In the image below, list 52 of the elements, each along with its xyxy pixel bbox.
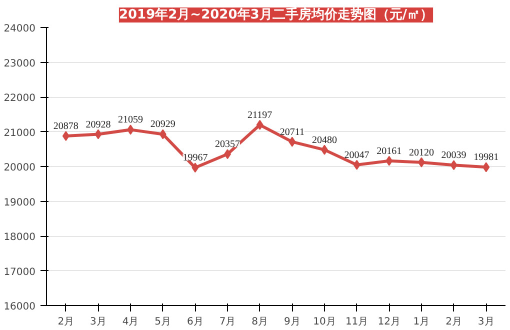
x-tick-label: 10月 [313,316,336,328]
point [418,157,425,168]
point [288,136,296,147]
x-tick-label: 2月 [58,316,74,328]
point [224,149,232,160]
point [320,144,328,155]
data-label: 20357 [215,139,240,150]
y-tick-label: 23000 [4,58,36,70]
x-tick-label: 8月 [252,316,268,328]
x-tick-label: 6月 [187,316,204,328]
point [450,160,458,170]
y-tick-label: 18000 [4,232,36,243]
y-tick-label: 21000 [4,128,36,139]
x-tick-label: 12月 [378,316,401,328]
point [94,129,102,140]
data-label: 20480 [312,134,337,146]
y-tick-label: 16000 [4,302,36,312]
x-tick-label: 4月 [122,316,139,328]
x-tick-label: 1月 [413,316,430,328]
x-tick-label: 3月 [478,316,494,328]
y-tick-label: 17000 [4,266,36,278]
point [192,162,199,173]
data-label: 19981 [474,152,499,164]
data-label: 21197 [248,110,272,121]
point [159,129,166,140]
y-tick-label: 24000 [4,24,36,34]
x-tick-label: 3月 [90,316,106,328]
y-tick-label: 22000 [4,93,36,104]
chart-title: 2019年2月~2020年3月二手房均价走势图（元/㎡） [118,6,434,22]
data-label: 20711 [280,126,304,138]
data-label: 20878 [53,120,78,132]
data-label: 20928 [86,119,111,130]
data-label: 21059 [118,114,144,126]
data-label: 20120 [408,147,434,158]
point [386,156,393,166]
x-tick-label: 11月 [345,316,368,328]
y-tick-label: 20000 [4,162,36,174]
data-label: 20039 [441,150,466,162]
data-label: 20929 [150,119,176,130]
point [256,120,264,130]
x-tick-label: 9月 [284,316,300,328]
data-label: 19967 [182,152,208,164]
y-tick-label: 19000 [4,197,36,208]
data-label: 20047 [344,150,370,161]
point [127,124,134,135]
point [482,162,490,172]
x-tick-label: 2月 [446,316,462,328]
x-tick-label: 7月 [219,316,236,328]
point [62,130,70,141]
x-tick-label: 5月 [154,316,172,328]
point [353,160,360,170]
data-label: 20161 [376,146,402,157]
